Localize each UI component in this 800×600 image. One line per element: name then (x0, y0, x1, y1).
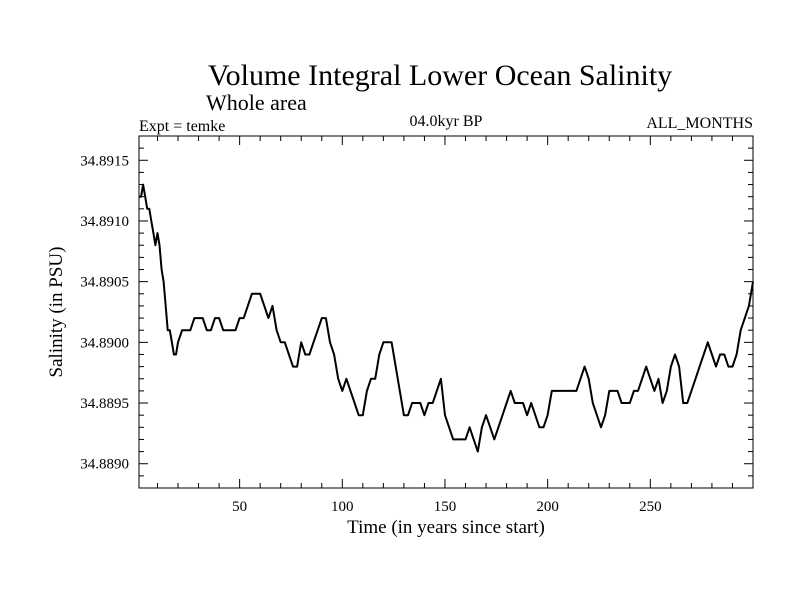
x-tick-labels: 50 100 150 200 250 (232, 499, 661, 515)
plot-frame (138, 135, 754, 489)
y-axis-label: Salinity (in PSU) (46, 247, 67, 378)
y-tick-label: 34.8910 (80, 214, 129, 230)
period-label: 04.0kyr BP (410, 113, 483, 130)
salinity-series-line (139, 183, 754, 453)
x-tick-label: 100 (331, 499, 354, 515)
x-tick-label: 200 (536, 499, 559, 515)
x-axis-label: Time (in years since start) (347, 517, 545, 538)
x-tick-label: 150 (434, 499, 457, 515)
experiment-label: Expt = temke (139, 118, 225, 135)
x-tick-label: 50 (232, 499, 247, 515)
y-tick-label: 34.8915 (80, 153, 129, 169)
months-label: ALL_MONTHS (646, 115, 753, 132)
tick-marks (139, 136, 754, 488)
y-tick-label: 34.8900 (80, 335, 129, 351)
y-tick-label: 34.8905 (80, 275, 129, 291)
x-tick-label: 250 (639, 499, 662, 515)
y-tick-labels: 34.8890 34.8895 34.8900 34.8905 34.8910 34.89… (80, 153, 129, 472)
y-tick-label: 34.8890 (80, 457, 129, 473)
chart-title: Volume Integral Lower Ocean Salinity (208, 59, 672, 92)
chart-subtitle: Whole area (206, 90, 307, 115)
y-tick-label: 34.8895 (80, 396, 129, 412)
